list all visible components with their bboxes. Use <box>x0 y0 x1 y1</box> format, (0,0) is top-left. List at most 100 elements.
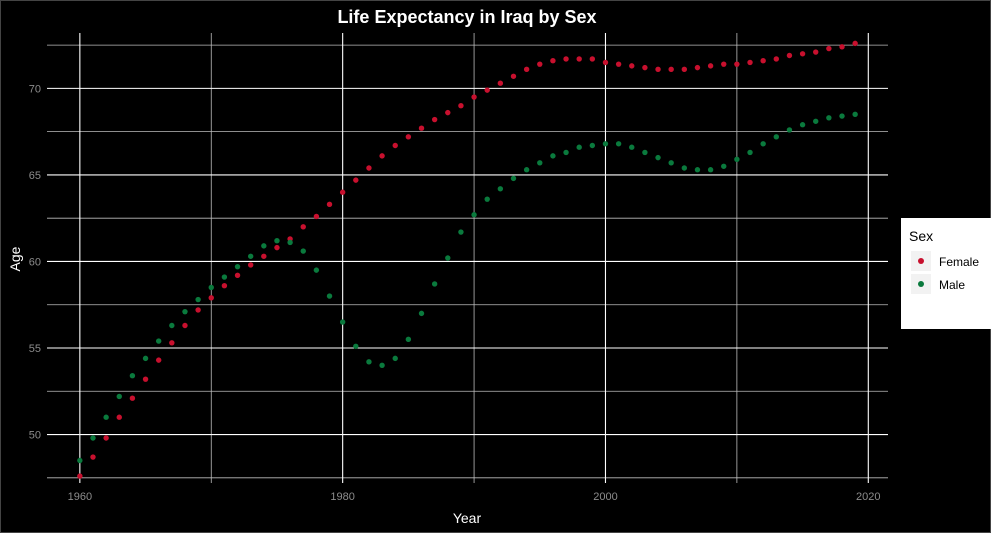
female-point <box>668 66 674 73</box>
male-point <box>642 149 648 156</box>
male-point <box>326 293 333 299</box>
male-point <box>760 141 766 147</box>
male-point <box>537 160 543 166</box>
male-point <box>353 343 359 349</box>
female-point <box>707 63 714 69</box>
legend-key-male <box>911 274 931 294</box>
female-point <box>445 109 451 116</box>
female-point <box>90 454 96 460</box>
female-point <box>169 340 175 346</box>
female-point <box>116 414 122 420</box>
male-point <box>484 196 490 202</box>
male-point <box>852 111 858 118</box>
male-point <box>405 336 412 343</box>
y-tick-label: 60 <box>29 256 41 268</box>
male-point <box>576 144 582 150</box>
y-tick-label: 55 <box>29 343 41 355</box>
male-point <box>471 212 477 218</box>
female-point <box>747 59 753 66</box>
male-point <box>234 263 241 270</box>
male-point <box>602 141 609 147</box>
male-point <box>813 118 819 124</box>
male-point <box>694 167 701 173</box>
male-point <box>103 414 109 420</box>
female-point <box>839 44 845 50</box>
female-point <box>813 49 819 55</box>
female-point <box>182 322 188 329</box>
male-point <box>668 160 674 166</box>
female-point <box>523 66 530 73</box>
male-point <box>116 393 122 400</box>
female-point <box>694 64 701 71</box>
female-point <box>563 56 569 62</box>
female-point <box>405 134 412 140</box>
male-point <box>77 457 83 464</box>
male-point <box>786 127 793 133</box>
female-point <box>234 272 241 279</box>
male-point <box>681 165 688 171</box>
male-point <box>221 274 228 280</box>
x-axis-ticks: 1960 1980 2000 2020 <box>68 491 881 503</box>
male-point <box>287 239 293 246</box>
y-tick-label: 65 <box>29 170 41 182</box>
male-point <box>431 281 438 287</box>
y-axis-title: Age <box>7 246 23 271</box>
female-point <box>155 357 162 363</box>
male-point <box>90 435 96 441</box>
male-point <box>563 149 569 156</box>
male-point <box>826 115 832 121</box>
female-point <box>366 165 372 171</box>
male-point <box>839 113 845 119</box>
female-point <box>826 45 832 52</box>
chart-title: Life Expectancy in Iraq by Sex <box>337 7 596 27</box>
male-point <box>182 308 188 315</box>
male-point <box>155 338 162 344</box>
female-point <box>721 61 727 67</box>
female-point <box>221 282 228 289</box>
female-point <box>379 153 385 159</box>
female-point <box>247 262 254 268</box>
female-point <box>208 295 214 301</box>
x-tick-label: 2020 <box>856 491 880 503</box>
female-point <box>484 87 490 93</box>
male-point <box>392 355 398 362</box>
legend-label-male: Male <box>939 278 966 292</box>
female-point <box>550 57 556 64</box>
female-point <box>786 52 793 59</box>
x-tick-label: 2000 <box>593 491 617 503</box>
female-point <box>392 142 398 149</box>
female-point <box>418 125 425 131</box>
female-point <box>734 61 740 67</box>
female-point <box>799 51 806 57</box>
data-points <box>77 40 858 479</box>
male-point <box>195 296 201 303</box>
female-point <box>195 307 201 313</box>
female-point <box>274 244 280 251</box>
male-point <box>379 362 385 369</box>
female-point <box>458 102 464 109</box>
male-point <box>523 167 530 173</box>
male-point <box>655 154 661 161</box>
legend: Sex Female Male <box>901 218 991 329</box>
female-point <box>510 73 517 79</box>
male-point <box>721 163 727 169</box>
female-point <box>77 473 83 479</box>
male-point <box>747 149 753 156</box>
female-point <box>642 64 648 71</box>
female-point <box>431 116 438 123</box>
female-point <box>339 189 346 195</box>
female-point <box>629 63 635 69</box>
male-point <box>366 359 372 365</box>
legend-title: Sex <box>909 228 934 244</box>
legend-label-female: Female <box>939 255 980 269</box>
male-point <box>799 122 806 128</box>
male-point <box>313 267 320 273</box>
male-point <box>142 355 149 362</box>
major-gridlines <box>47 33 888 483</box>
male-point <box>208 284 214 291</box>
male-point <box>707 167 714 173</box>
female-point <box>760 57 766 64</box>
female-point <box>142 376 149 382</box>
y-tick-label: 50 <box>29 430 41 442</box>
